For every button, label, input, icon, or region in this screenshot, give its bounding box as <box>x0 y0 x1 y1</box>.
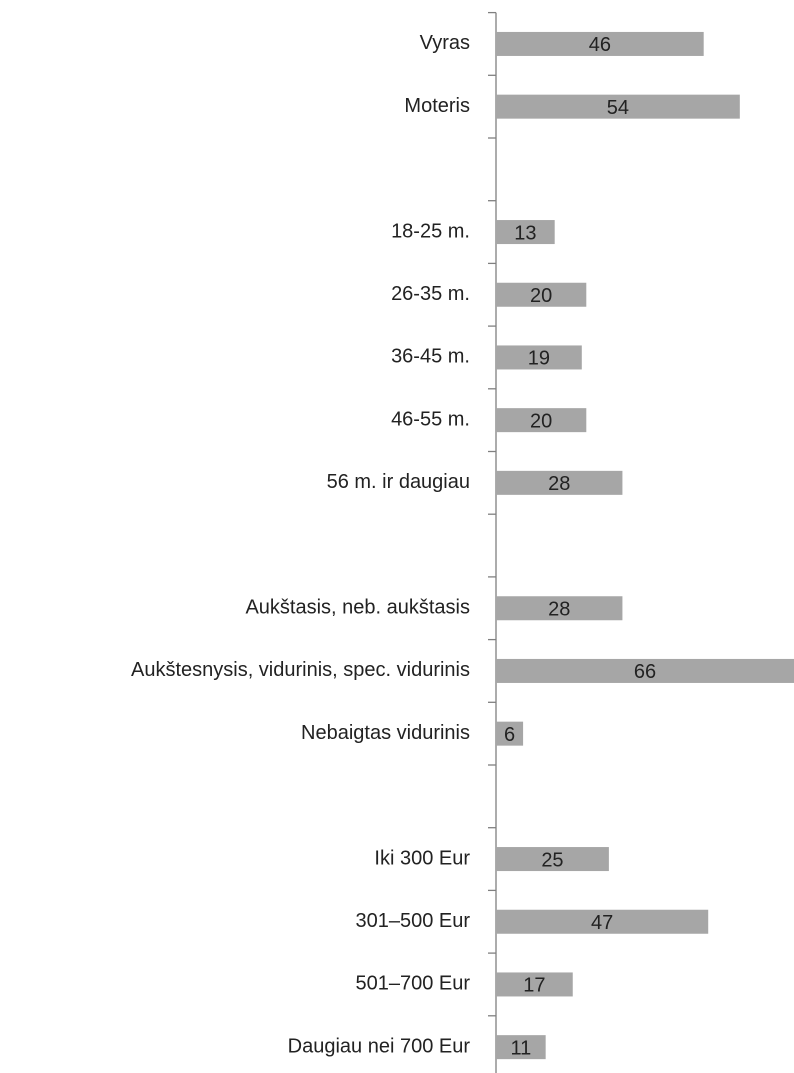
y-tick-label: Daugiau nei 700 Eur <box>288 1035 471 1057</box>
y-tick-label: 301–500 Eur <box>355 910 470 932</box>
data-label: 47 <box>591 912 613 934</box>
bar <box>496 658 794 683</box>
y-tick-label: Vyras <box>420 32 470 54</box>
bar <box>496 847 609 872</box>
data-label: 28 <box>548 599 570 621</box>
data-label: 20 <box>530 410 552 432</box>
y-tick-label: 26-35 m. <box>391 283 470 305</box>
bar <box>496 220 555 245</box>
y-tick-label: Aukštasis, neb. aukštasis <box>245 597 470 619</box>
data-label: 11 <box>510 1037 531 1059</box>
y-tick-label: 18-25 m. <box>391 220 470 242</box>
data-label: 6 <box>504 724 515 746</box>
y-tick-label: 56 m. ir daugiau <box>327 471 470 493</box>
y-tick-label: Moteris <box>404 95 470 117</box>
y-tick-label: Nebaigtas vidurinis <box>301 722 470 744</box>
bar <box>496 596 623 621</box>
data-label: 19 <box>528 348 550 370</box>
y-tick-label: 46-55 m. <box>391 408 470 430</box>
bar <box>496 909 709 934</box>
y-tick-label: 36-45 m. <box>391 346 470 368</box>
y-tick-label: 501–700 Eur <box>355 973 470 995</box>
bar <box>496 721 524 746</box>
bar <box>496 345 582 370</box>
data-label: 25 <box>541 849 563 871</box>
data-label: 54 <box>607 97 629 119</box>
bar <box>496 31 704 56</box>
data-label: 46 <box>589 34 611 56</box>
data-label: 66 <box>634 661 656 683</box>
bar <box>496 1035 546 1060</box>
data-label: 13 <box>514 222 536 244</box>
bar <box>496 282 587 307</box>
data-label: 17 <box>523 975 545 997</box>
bar <box>496 972 573 997</box>
y-tick-label: Aukštesnysis, vidurinis, spec. vidurinis <box>131 659 470 681</box>
bar <box>496 408 587 433</box>
data-label: 20 <box>530 285 552 307</box>
y-tick-label: Iki 300 Eur <box>374 847 470 869</box>
data-label: 28 <box>548 473 570 495</box>
bar <box>496 94 740 119</box>
bar <box>496 470 623 495</box>
